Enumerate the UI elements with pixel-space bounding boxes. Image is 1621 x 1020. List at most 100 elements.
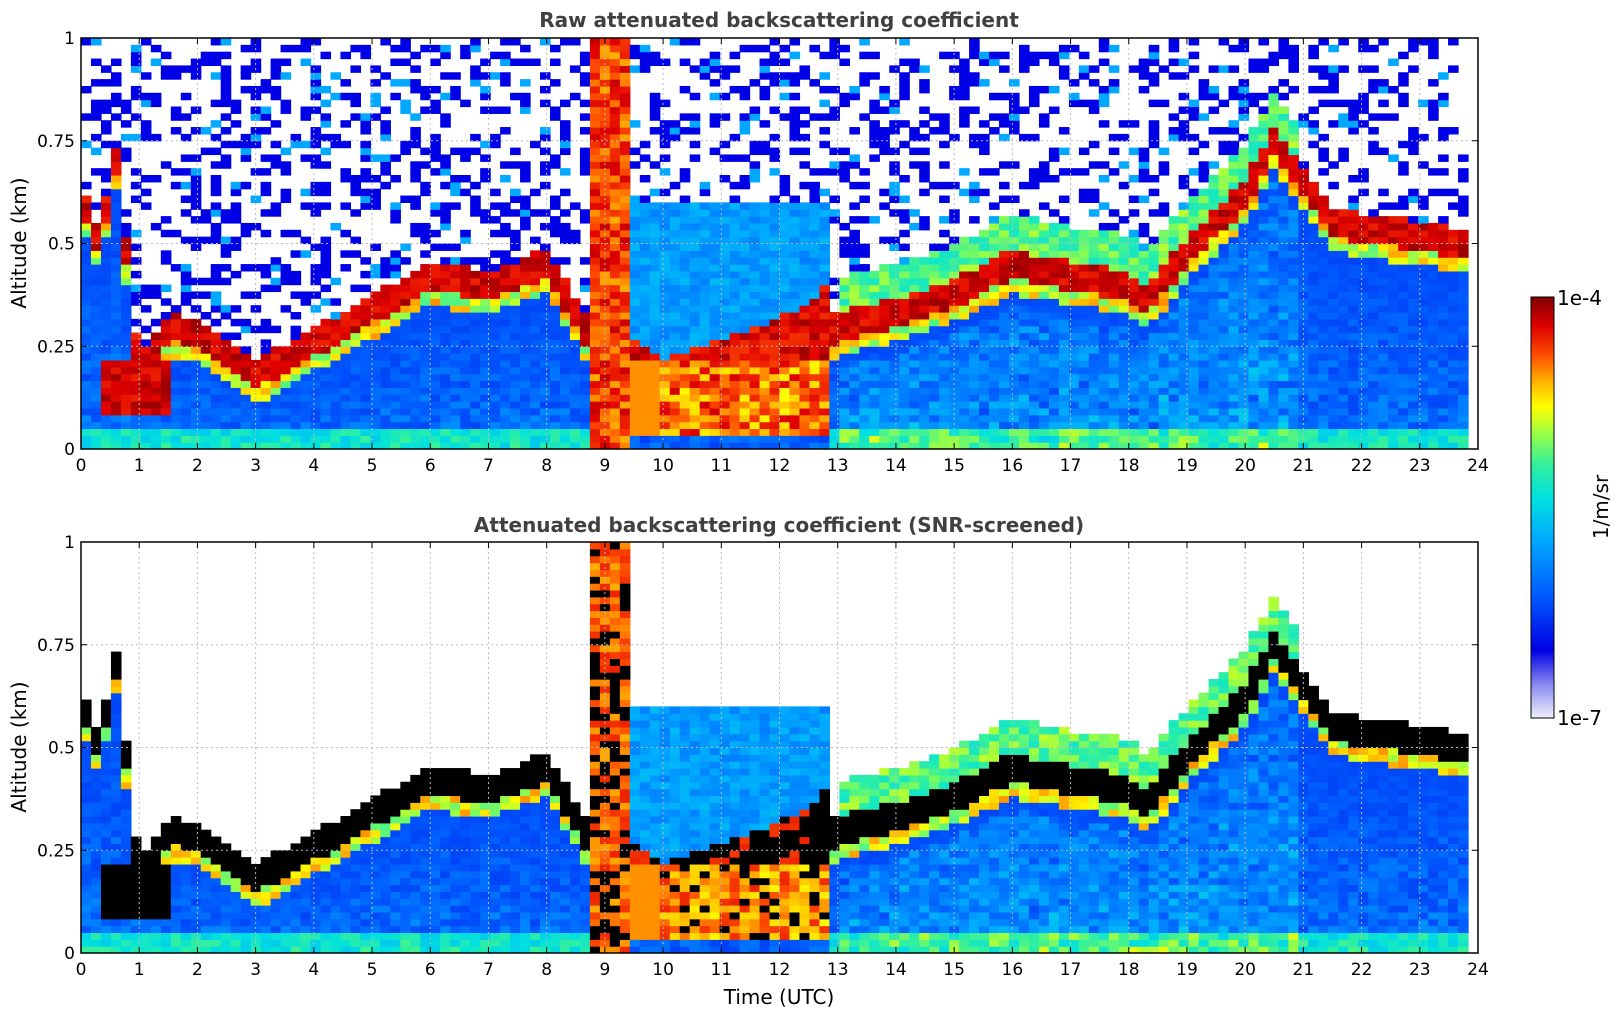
heatmap-cell [779,44,791,53]
heatmap-cell [889,346,900,354]
heatmap-cell [899,209,910,217]
heatmap-cell [110,332,122,340]
heatmap-cell [619,147,631,156]
heatmap-cell [799,161,811,169]
heatmap-cell [649,346,661,354]
heatmap-cell [949,51,960,60]
heatmap-cell [130,359,142,368]
heatmap-cell [789,414,801,423]
heatmap-cell [889,127,900,135]
heatmap-cell [400,284,411,293]
heatmap-cell [969,401,980,409]
heatmap-cell [1118,250,1130,258]
heatmap-cell [1288,168,1299,176]
heatmap-cell [1168,284,1180,293]
heatmap-cell [669,229,681,238]
heatmap-cell [809,366,821,375]
heatmap-cell [599,58,611,66]
heatmap-cell [949,209,960,217]
heatmap-cell [949,318,960,327]
heatmap-cell [919,346,930,354]
heatmap-cell [440,92,451,101]
heatmap-cell [979,380,990,388]
heatmap-cell [300,373,312,382]
heatmap-cell [819,407,830,416]
heatmap-cell [1108,284,1120,293]
heatmap-cell [1068,346,1080,354]
heatmap-cell [849,92,860,101]
heatmap-cell [450,92,461,101]
heatmap-cell [709,257,721,265]
heatmap-cell [1268,325,1280,334]
heatmap-cell [1138,332,1150,340]
heatmap-cell [759,332,771,340]
heatmap-cell [330,366,342,375]
heatmap-cell [290,325,302,334]
heatmap-cell [210,414,222,423]
heatmap-cell [450,312,461,320]
heatmap-cell [510,414,521,423]
heatmap-cell [999,305,1010,313]
heatmap-cell [709,401,721,409]
heatmap-cell [619,250,631,258]
heatmap-cell [500,373,511,382]
heatmap-cell [1058,44,1070,53]
heatmap-cell [609,154,621,162]
heatmap-cell [709,92,721,101]
heatmap-cell [719,387,731,395]
heatmap-cell [929,270,940,279]
heatmap-cell [450,147,461,156]
heatmap-cell [559,380,571,388]
heatmap-cell [220,421,232,430]
heatmap-cell [759,442,771,449]
heatmap-cell [400,387,411,395]
heatmap-cell [799,257,811,265]
heatmap-cell [619,222,631,231]
heatmap-cell [310,140,322,149]
heatmap-cell [719,435,731,443]
heatmap-cell [1168,339,1180,347]
heatmap-cell [989,58,1000,66]
heatmap-cell [579,161,591,169]
heatmap-cell [320,407,332,416]
heatmap-cell [839,168,850,176]
heatmap-cell [899,442,910,449]
heatmap-cell [879,353,890,361]
heatmap-cell [789,394,801,402]
heatmap-cell [1218,270,1230,279]
heatmap-cell [659,284,671,293]
heatmap-cell [100,346,112,354]
heatmap-cell [340,229,352,238]
heatmap-cell [1148,175,1160,183]
heatmap-cell [1078,421,1090,430]
heatmap-cell [1148,270,1160,279]
heatmap-cell [260,168,272,176]
heatmap-cell [809,339,821,347]
heatmap-cell [200,428,212,436]
heatmap-cell [819,387,830,395]
heatmap-cell [460,442,471,449]
heatmap-cell [819,421,830,430]
heatmap-cell [270,359,282,368]
heatmap-cell [749,312,761,320]
heatmap-cell [390,202,401,210]
heatmap-cell [1078,442,1090,449]
heatmap-cell [749,161,761,169]
heatmap-cell [380,373,391,382]
heatmap-cell [639,175,651,183]
heatmap-cell [250,394,262,402]
heatmap-cell [819,325,830,334]
heatmap-cell [879,270,890,279]
heatmap-cell [1088,353,1100,361]
heatmap-cell [100,380,112,388]
heatmap-cell [410,332,421,340]
heatmap-cell [959,236,970,245]
heatmap-cell [829,277,840,286]
heatmap-cell [909,407,920,416]
heatmap-cell [829,216,840,224]
heatmap-cell [779,58,791,66]
heatmap-cell [739,318,751,327]
heatmap-cell [639,305,651,313]
heatmap-cell [599,407,611,416]
heatmap-cell [250,421,262,430]
